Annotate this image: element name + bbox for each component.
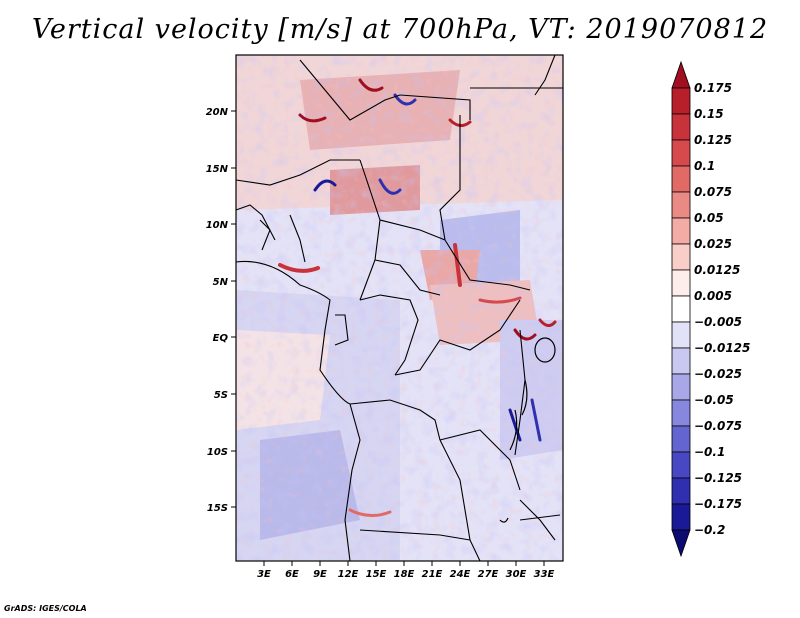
colorbar-label: 0.1	[694, 159, 715, 173]
colorbar-swatch	[671, 477, 691, 505]
colorbar-swatch	[671, 87, 691, 115]
lon-label: 30E	[506, 569, 527, 580]
political-boundaries	[235, 54, 563, 562]
colorbar-swatch	[671, 321, 691, 349]
lon-label: 24E	[450, 569, 471, 580]
lat-axis	[231, 110, 236, 508]
colorbar-swatch	[671, 60, 691, 89]
colorbar-label: −0.2	[694, 523, 725, 537]
colorbar-label: −0.005	[694, 315, 742, 329]
colorbar-swatch	[671, 529, 691, 558]
colorbar-label: 0.05	[694, 211, 724, 225]
colorbar-label: 0.075	[694, 185, 732, 199]
lon-labels: 3E 6E 9E 12E 15E 18E 21E 24E 27E 30E 33E	[257, 569, 554, 580]
lon-label: 15E	[366, 569, 387, 580]
lakes	[499, 337, 556, 523]
lat-label: 5S	[214, 390, 228, 401]
lon-axis	[263, 561, 545, 566]
map-frame	[235, 54, 564, 562]
colorbar-label: 0.125	[694, 133, 732, 147]
strong-cells	[278, 78, 557, 517]
colorbar-swatch	[671, 347, 691, 375]
lat-label: 15S	[207, 503, 228, 514]
lon-label: 3E	[257, 569, 271, 580]
colorbar-swatch	[671, 165, 691, 193]
colorbar-swatch	[671, 451, 691, 479]
colorbar-label: −0.025	[694, 367, 742, 381]
colorbar-label: −0.1	[694, 445, 725, 459]
colorbar-label: −0.175	[694, 497, 742, 511]
colorbar-label: 0.15	[694, 107, 724, 121]
colorbar-label: 0.175	[694, 81, 732, 95]
colorbar-label: 0.0125	[694, 263, 740, 277]
lon-label: 12E	[338, 569, 359, 580]
lon-label: 27E	[478, 569, 499, 580]
lat-labels: 20N 15N 10N 5N EQ 5S 10S 15S	[206, 107, 229, 514]
colorbar-swatch	[671, 113, 691, 141]
lat-label: EQ	[213, 333, 229, 344]
lon-label: 18E	[394, 569, 415, 580]
lat-label: 5N	[213, 277, 229, 288]
colorbar-swatch	[671, 295, 691, 323]
colorbar-label: 0.025	[694, 237, 732, 251]
colorbar-swatch	[671, 399, 691, 427]
colorbar-swatch	[671, 243, 691, 271]
lon-label: 33E	[534, 569, 555, 580]
colorbar-swatch	[671, 503, 691, 531]
colorbar-swatch	[671, 217, 691, 245]
colorbar-label: −0.0125	[694, 341, 750, 355]
colorbar-label: −0.05	[694, 393, 734, 407]
map-title: Vertical velocity [m/s] at 700hPa, VT: 2…	[31, 14, 769, 45]
lat-label: 15N	[206, 164, 229, 175]
colorbar: 0.175 0.15 0.125 0.1 0.075 0.05 0.025 0.0125 0.0…	[671, 60, 750, 558]
lon-label: 9E	[313, 569, 327, 580]
credit-label: GrADS: IGES/COLA	[4, 604, 87, 613]
colorbar-label: −0.075	[694, 419, 742, 433]
colorbar-swatch	[671, 425, 691, 453]
lon-label: 21E	[422, 569, 443, 580]
colorbar-swatch	[671, 269, 691, 297]
lat-label: 10S	[207, 447, 228, 458]
lon-label: 6E	[285, 569, 299, 580]
colorbar-swatch	[671, 373, 691, 401]
colorbar-swatch	[671, 139, 691, 167]
colorbar-swatch	[671, 191, 691, 219]
lat-label: 20N	[206, 107, 229, 118]
velocity-field	[236, 55, 563, 561]
colorbar-label: −0.125	[694, 471, 742, 485]
lat-label: 10N	[206, 220, 229, 231]
colorbar-label: 0.005	[694, 289, 732, 303]
